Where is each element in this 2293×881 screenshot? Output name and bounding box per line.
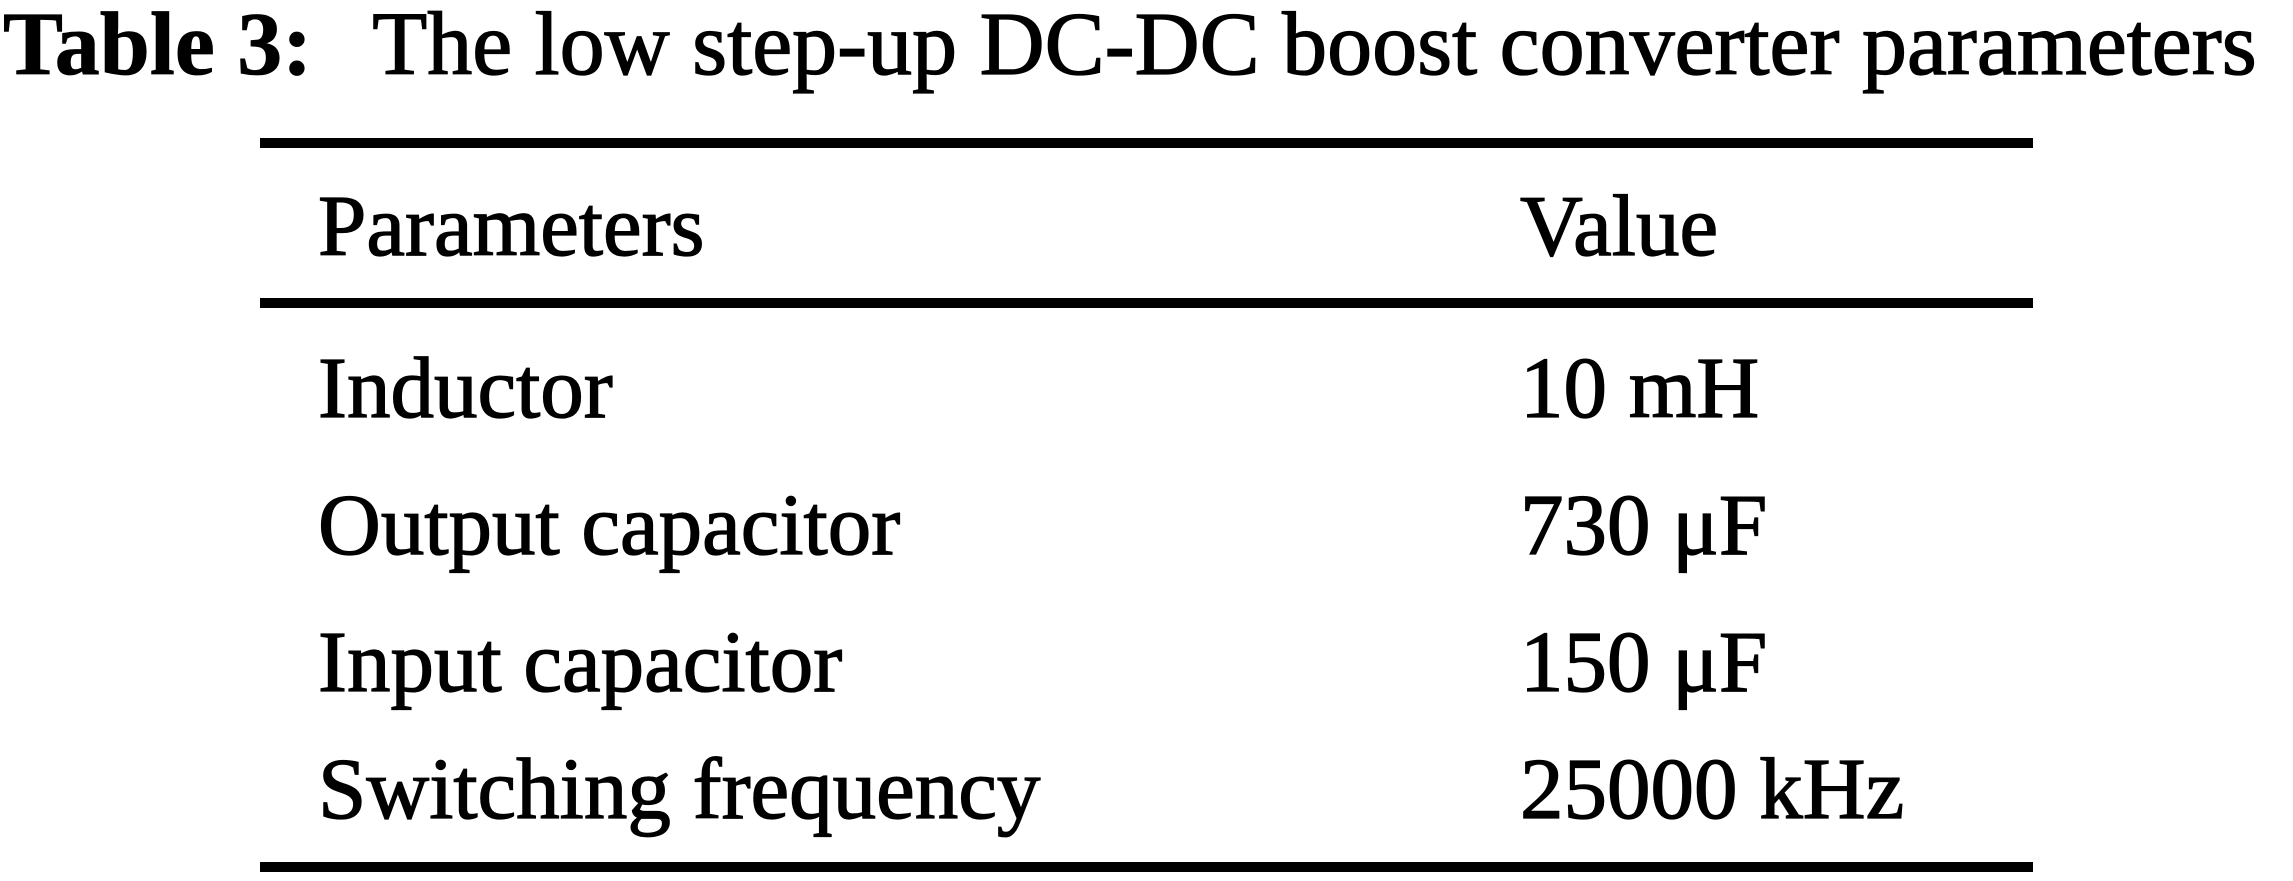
parameter-cell-input-capacitor: Input capacitor	[317, 613, 843, 710]
value-cell-output-capacitor: 730 μF	[1519, 476, 1768, 573]
table-caption-label: Table 3:	[3, 0, 313, 94]
value-cell-switching-frequency: 25000 kHz	[1519, 740, 1905, 837]
value-cell-inductor: 10 mH	[1519, 339, 1760, 436]
value-cell-input-capacitor: 150 μF	[1519, 613, 1768, 710]
parameter-cell-inductor: Inductor	[317, 339, 613, 436]
table-header-rule	[260, 298, 2033, 308]
table-caption-text: The low step-up DC-DC boost converter pa…	[372, 0, 2258, 94]
column-header-value: Value	[1519, 177, 1719, 274]
column-header-parameters: Parameters	[317, 177, 705, 274]
table-caption: Table 3: The low step-up DC-DC boost conv…	[3, 0, 2258, 90]
table-bottom-rule	[260, 862, 2033, 872]
table-top-rule	[260, 138, 2033, 148]
parameter-cell-output-capacitor: Output capacitor	[317, 476, 901, 573]
parameter-cell-switching-frequency: Switching frequency	[317, 740, 1041, 837]
